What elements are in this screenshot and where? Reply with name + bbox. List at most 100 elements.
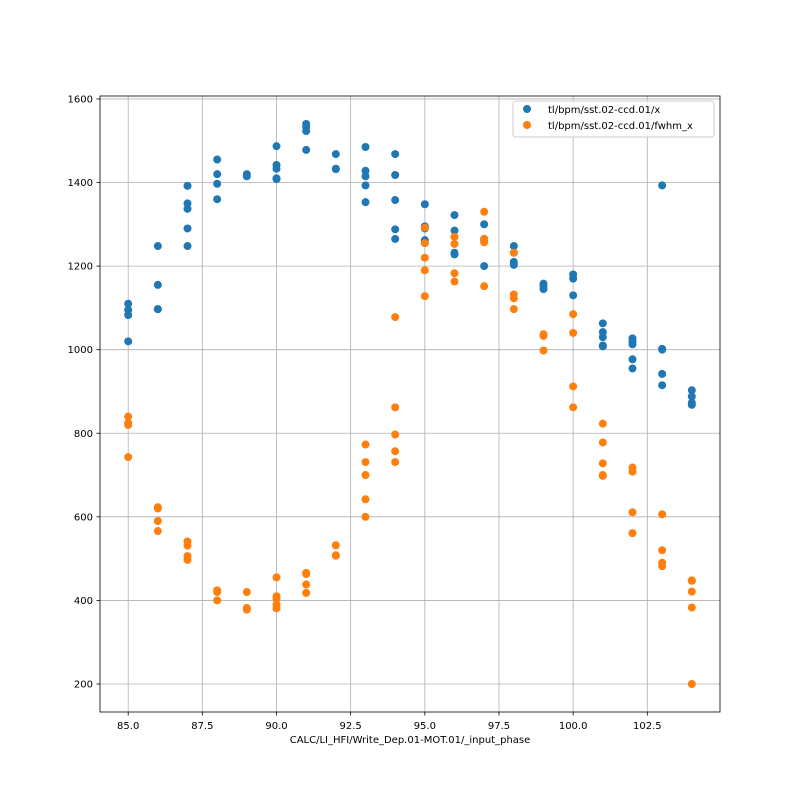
point-fwhm-x [687,587,696,596]
point-x [391,196,400,205]
point-x [302,127,311,136]
point-x [124,299,133,308]
x-tick-label: 92.5 [340,721,362,732]
point-x [628,364,637,373]
point-x [598,333,607,342]
point-fwhm-x [213,588,222,597]
point-fwhm-x [569,310,578,319]
point-x [450,250,459,259]
point-fwhm-x [242,605,251,614]
point-fwhm-x [598,438,607,447]
point-fwhm-x [569,403,578,412]
point-x [480,220,489,229]
point-fwhm-x [687,680,696,688]
point-fwhm-x [272,604,281,613]
point-x [628,355,637,364]
point-x [569,274,578,283]
point-fwhm-x [213,596,222,605]
point-x [687,392,696,401]
point-x [361,181,370,190]
point-fwhm-x [331,541,340,550]
point-x [124,310,133,319]
point-fwhm-x [361,495,370,504]
point-fwhm-x [687,603,696,612]
point-fwhm-x [361,440,370,449]
axes-frame [99,95,721,713]
point-x [450,211,459,220]
point-fwhm-x [361,471,370,480]
point-x [658,345,667,354]
point-fwhm-x [569,382,578,391]
legend-marker-fwhm-x [523,121,531,129]
point-x [391,234,400,243]
y-tick-label: 800 [74,429,93,440]
point-x [124,337,133,346]
point-x [183,224,192,233]
point-fwhm-x [391,403,400,412]
point-fwhm-x [598,471,607,480]
point-fwhm-x [658,546,667,555]
point-fwhm-x [569,328,578,337]
point-x [213,155,222,164]
point-fwhm-x [687,576,696,585]
point-fwhm-x [183,541,192,550]
ticks: 85.0 87.5 90.0 92.5 95.0 97.5 100.0 102.5 200 400… [68,94,662,732]
point-x [509,260,518,269]
point-x [391,225,400,234]
point-fwhm-x [509,248,518,257]
point-fwhm-x [302,588,311,597]
point-fwhm-x [331,551,340,560]
point-fwhm-x [420,223,429,232]
point-x [658,381,667,390]
point-fwhm-x [391,313,400,322]
point-x [242,172,251,181]
x-axis-label: CALC/LI_HFI/Write_Dep.01-MOT.01/_input_p… [290,735,531,746]
data-points [124,120,696,688]
point-fwhm-x [153,527,162,536]
point-fwhm-x [480,207,489,216]
point-x [272,175,281,184]
point-x [272,142,281,151]
point-fwhm-x [658,510,667,519]
point-fwhm-x [391,458,400,467]
point-fwhm-x [598,459,607,468]
x-tick-label: 97.5 [488,721,510,732]
point-fwhm-x [509,305,518,314]
point-fwhm-x [420,292,429,301]
point-x [420,200,429,209]
point-fwhm-x [302,580,311,589]
point-fwhm-x [450,269,459,278]
point-fwhm-x [272,573,281,582]
x-tick-label: 87.5 [191,721,213,732]
point-fwhm-x [153,517,162,526]
point-fwhm-x [153,504,162,513]
point-x [598,319,607,328]
point-fwhm-x [450,232,459,241]
point-x [598,342,607,351]
point-x [331,165,340,174]
point-x [658,181,667,190]
legend-box [512,100,715,138]
point-fwhm-x [598,419,607,428]
point-fwhm-x [539,331,548,340]
point-x [687,386,696,395]
point-x [153,242,162,251]
point-x [687,400,696,409]
point-fwhm-x [391,447,400,456]
point-x [480,262,489,271]
point-x [509,242,518,251]
point-x [450,226,459,235]
point-x [539,285,548,294]
point-x [153,280,162,289]
point-fwhm-x [420,239,429,248]
point-x [331,150,340,159]
point-fwhm-x [361,458,370,467]
point-x [391,170,400,179]
point-x [361,172,370,181]
y-tick-label: 1600 [68,94,93,105]
point-fwhm-x [450,277,459,286]
point-x [391,150,400,159]
point-fwhm-x [658,562,667,571]
